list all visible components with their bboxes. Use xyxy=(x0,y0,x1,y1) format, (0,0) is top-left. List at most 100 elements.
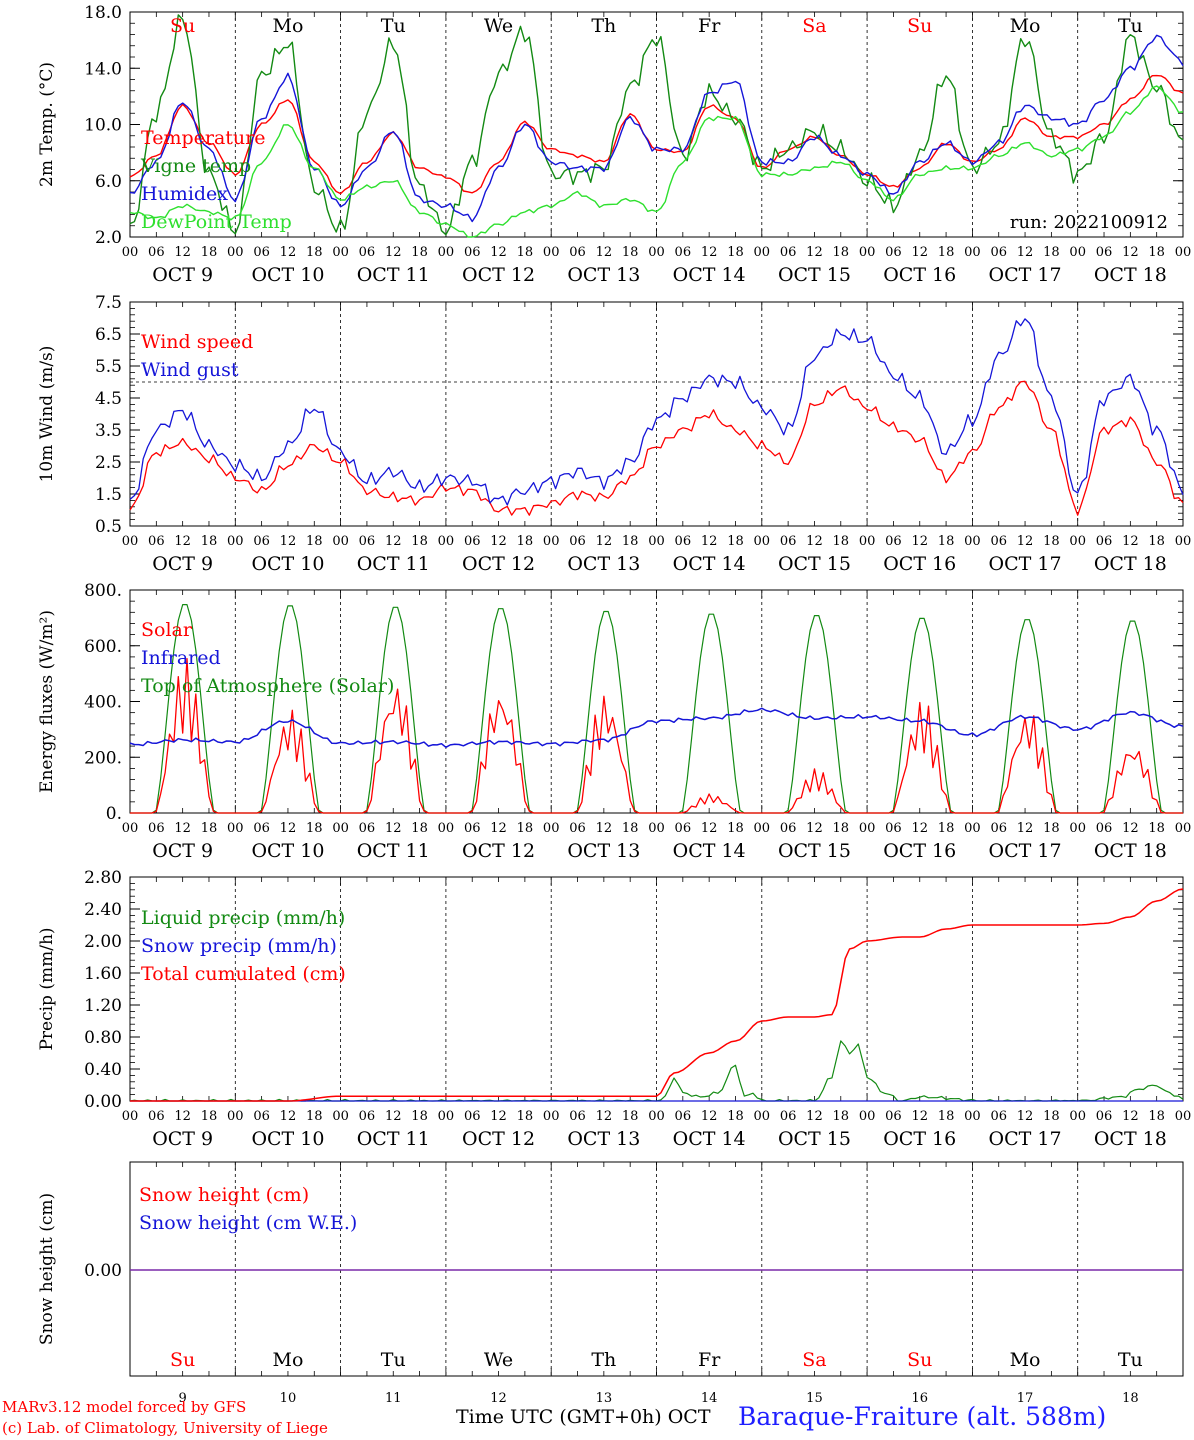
weekday-label: Mo xyxy=(272,15,303,37)
hour-tick-label: 12 xyxy=(280,534,297,549)
date-label: OCT 13 xyxy=(567,840,640,862)
hour-tick-label: 12 xyxy=(596,821,613,836)
y-tick-label: 0.80 xyxy=(84,1028,122,1048)
y-tick-label: 2.80 xyxy=(84,868,122,888)
hour-tick-label: 06 xyxy=(359,245,376,260)
y-tick-label: 200. xyxy=(84,748,122,768)
hour-tick-label: 12 xyxy=(1122,534,1139,549)
date-label: OCT 17 xyxy=(989,840,1062,862)
hour-tick-label: 18 xyxy=(622,821,639,836)
y-tick-label: 18.0 xyxy=(84,3,122,23)
date-label: OCT 18 xyxy=(1094,840,1167,862)
day-number-label: 16 xyxy=(911,1391,928,1406)
hour-tick-label: 06 xyxy=(359,534,376,549)
hour-tick-label: 18 xyxy=(938,534,955,549)
date-label: OCT 12 xyxy=(462,1128,535,1150)
weekday-label: Th xyxy=(591,15,616,37)
date-label: OCT 12 xyxy=(462,840,535,862)
hour-tick-label: 00 xyxy=(964,1109,981,1124)
legend-top-of-atmosphere-solar-: Top of Atmosphere (Solar) xyxy=(141,675,394,697)
y-tick-label: 2.0 xyxy=(95,228,122,248)
y-tick-label: 14.0 xyxy=(84,59,122,79)
hour-tick-label: 12 xyxy=(596,245,613,260)
hour-tick-label: 18 xyxy=(1043,534,1060,549)
day-number-label: 13 xyxy=(596,1391,613,1406)
hour-tick-label: 00 xyxy=(648,534,665,549)
hour-tick-label: 12 xyxy=(490,821,507,836)
date-label: OCT 9 xyxy=(152,1128,213,1150)
weekday-label: Tu xyxy=(381,15,406,37)
hour-tick-label: 12 xyxy=(806,1109,823,1124)
hour-tick-label: 00 xyxy=(543,245,560,260)
hour-tick-label: 18 xyxy=(1148,1109,1165,1124)
hour-tick-label: 18 xyxy=(306,245,323,260)
hour-tick-label: 12 xyxy=(490,1109,507,1124)
hour-tick-label: 06 xyxy=(359,1109,376,1124)
y-tick-label: 10.0 xyxy=(84,116,122,136)
hour-tick-label: 18 xyxy=(517,821,534,836)
date-label: OCT 16 xyxy=(883,840,956,862)
y-tick-label: 400. xyxy=(84,693,122,713)
hour-tick-label: 06 xyxy=(990,821,1007,836)
hour-tick-label: 18 xyxy=(411,534,428,549)
weekday-label: Su xyxy=(170,1349,195,1371)
hour-tick-label: 12 xyxy=(911,245,928,260)
series-top-of-atmosphere-solar xyxy=(130,603,1183,814)
hour-tick-label: 18 xyxy=(306,821,323,836)
hour-tick-label: 00 xyxy=(227,821,244,836)
hour-tick-label: 06 xyxy=(990,245,1007,260)
hour-tick-label: 06 xyxy=(1096,821,1113,836)
hour-tick-label: 18 xyxy=(411,245,428,260)
weekday-label: Tu xyxy=(1118,1349,1143,1371)
hour-tick-label: 12 xyxy=(701,534,718,549)
weekday-label: Mo xyxy=(272,1349,303,1371)
hour-tick-label: 00 xyxy=(332,821,349,836)
weekday-label: Mo xyxy=(1010,1349,1041,1371)
date-label: OCT 10 xyxy=(251,840,324,862)
legend-wind-speed: Wind speed xyxy=(141,331,253,353)
hour-tick-label: 06 xyxy=(675,245,692,260)
hour-tick-label: 00 xyxy=(754,821,771,836)
hour-tick-label: 12 xyxy=(385,821,402,836)
hour-tick-label: 00 xyxy=(1069,1109,1086,1124)
y-tick-label: 1.5 xyxy=(95,485,122,505)
weekday-label: Fr xyxy=(698,1349,721,1371)
y-tick-label: 0.00 xyxy=(84,1261,122,1281)
panel-3: 0. 200. 400. 600. 800. Energy fluxes (W/m²) So… xyxy=(37,581,1191,862)
date-label: OCT 16 xyxy=(883,264,956,286)
y-tick-label: 4.5 xyxy=(95,389,122,409)
panel-1: 2.0 6.0 10.0 14.0 18.0 2m Temp. (°C) Su Mo Tu We T… xyxy=(37,3,1191,286)
hour-tick-label: 00 xyxy=(122,821,139,836)
day-number-label: 15 xyxy=(806,1391,823,1406)
hour-tick-label: 18 xyxy=(517,245,534,260)
series-wind-gust xyxy=(129,318,1184,506)
legend-humidex: Humidex xyxy=(141,183,228,205)
hour-tick-label: 06 xyxy=(464,821,481,836)
date-label: OCT 9 xyxy=(152,553,213,575)
hour-tick-label: 00 xyxy=(1175,534,1192,549)
day-number-label: 11 xyxy=(385,1391,402,1406)
date-label: OCT 10 xyxy=(251,264,324,286)
hour-tick-label: 12 xyxy=(490,245,507,260)
hour-tick-label: 12 xyxy=(911,534,928,549)
hour-tick-label: 00 xyxy=(543,821,560,836)
day-number-label: 14 xyxy=(701,1391,718,1406)
series-infrared xyxy=(129,707,1184,749)
legend-vigne-temp: Vigne temp xyxy=(140,155,251,177)
date-label: OCT 11 xyxy=(357,264,430,286)
legend-solar: Solar xyxy=(141,619,193,641)
y-tick-label: 7.5 xyxy=(95,293,122,313)
legend-temperature: Temperature xyxy=(141,127,265,149)
panel-5: 0.00 Snow height (cm) Snow height (cm) Snow… xyxy=(37,1161,1184,1406)
station-name: Baraque-Fraiture (alt. 588m) xyxy=(738,1402,1107,1431)
hour-tick-label: 12 xyxy=(174,821,191,836)
hour-tick-label: 06 xyxy=(1096,245,1113,260)
hour-tick-label: 00 xyxy=(648,821,665,836)
hour-tick-label: 12 xyxy=(174,534,191,549)
hour-tick-label: 18 xyxy=(622,534,639,549)
hour-tick-label: 06 xyxy=(148,245,165,260)
hour-tick-label: 18 xyxy=(727,245,744,260)
hour-tick-label: 00 xyxy=(227,245,244,260)
hour-tick-label: 12 xyxy=(385,1109,402,1124)
hour-tick-label: 12 xyxy=(174,1109,191,1124)
